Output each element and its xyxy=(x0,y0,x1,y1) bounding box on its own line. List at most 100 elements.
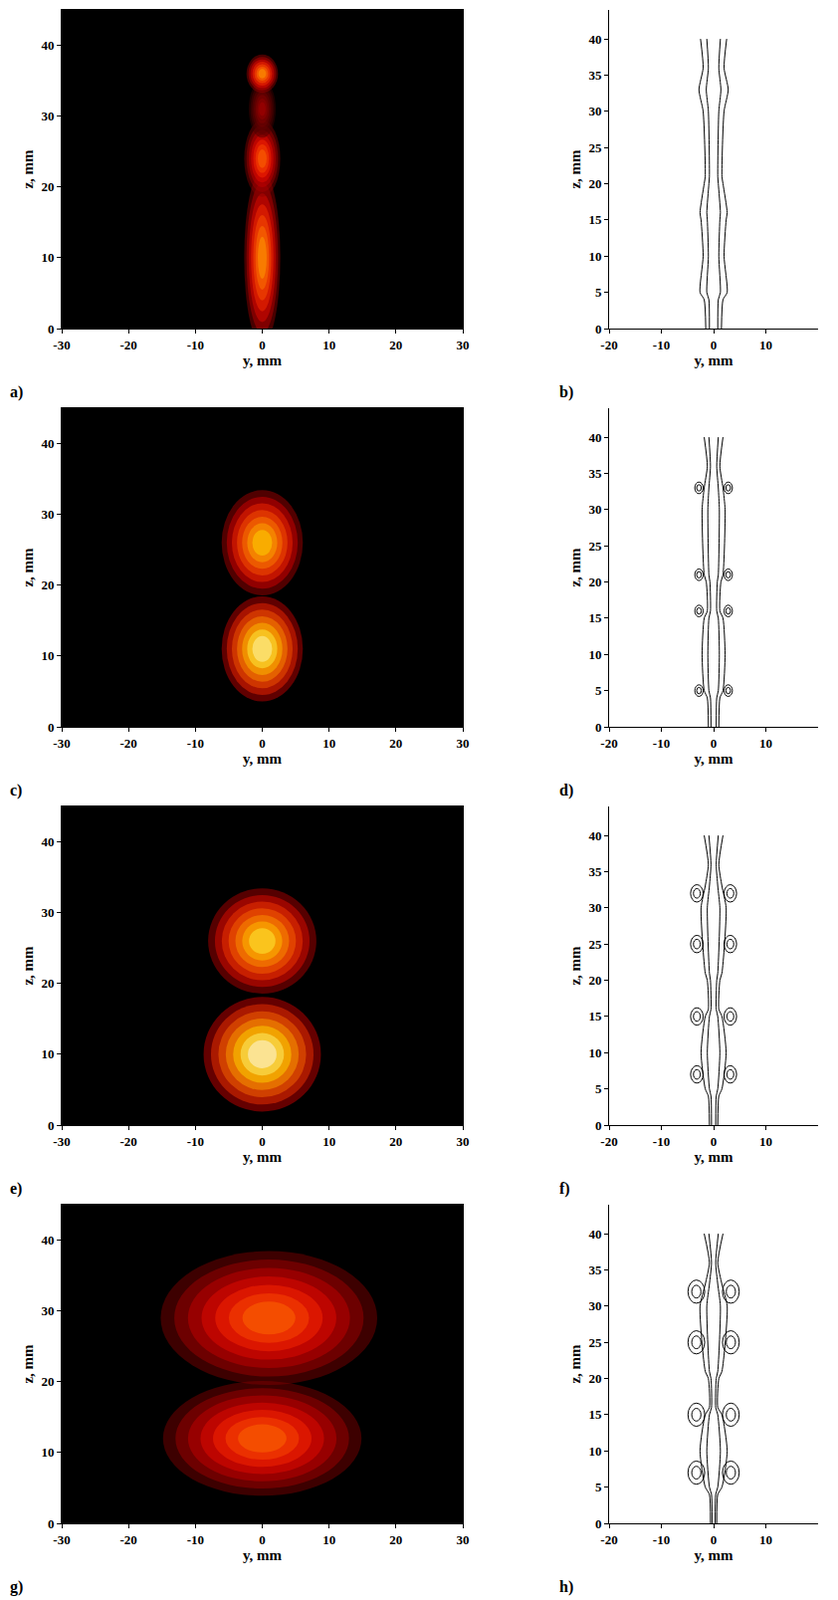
svg-text:20: 20 xyxy=(40,975,54,991)
svg-text:15: 15 xyxy=(588,1008,603,1024)
svg-text:z, mm: z, mm xyxy=(567,149,584,190)
svg-text:-10: -10 xyxy=(652,1133,670,1149)
svg-text:0: 0 xyxy=(47,1515,55,1531)
svg-text:b): b) xyxy=(559,383,574,402)
svg-text:z, mm: z, mm xyxy=(567,1343,584,1384)
svg-text:-30: -30 xyxy=(52,337,70,353)
svg-text:30: 30 xyxy=(588,1297,602,1313)
svg-text:10: 10 xyxy=(40,647,54,663)
svg-text:15: 15 xyxy=(588,610,603,626)
svg-text:40: 40 xyxy=(588,828,602,843)
svg-text:10: 10 xyxy=(40,249,54,265)
svg-text:-20: -20 xyxy=(119,735,137,751)
svg-text:40: 40 xyxy=(40,37,54,53)
svg-text:0: 0 xyxy=(710,337,718,353)
svg-text:20: 20 xyxy=(40,577,54,593)
svg-text:40: 40 xyxy=(40,1232,54,1248)
svg-text:e): e) xyxy=(9,1179,22,1198)
svg-text:5: 5 xyxy=(595,1080,603,1096)
svg-text:0: 0 xyxy=(710,1531,718,1547)
svg-text:0: 0 xyxy=(595,719,603,735)
svg-text:0: 0 xyxy=(595,321,603,337)
svg-text:20: 20 xyxy=(40,179,54,195)
svg-text:20: 20 xyxy=(588,574,602,590)
svg-text:-20: -20 xyxy=(119,337,137,353)
svg-text:30: 30 xyxy=(40,506,54,522)
svg-text:-10: -10 xyxy=(187,735,205,751)
svg-text:35: 35 xyxy=(588,67,603,83)
svg-text:10: 10 xyxy=(40,1046,54,1061)
svg-text:10: 10 xyxy=(759,735,773,751)
svg-text:0: 0 xyxy=(258,1133,266,1149)
svg-text:-20: -20 xyxy=(119,1531,137,1547)
svg-text:25: 25 xyxy=(588,936,603,952)
svg-text:0: 0 xyxy=(258,735,266,751)
svg-text:-20: -20 xyxy=(600,1133,618,1149)
svg-text:y, mm: y, mm xyxy=(242,1546,283,1563)
svg-text:10: 10 xyxy=(759,1133,773,1149)
svg-text:y, mm: y, mm xyxy=(242,1148,283,1165)
svg-text:y, mm: y, mm xyxy=(693,1148,734,1165)
svg-text:f): f) xyxy=(559,1179,571,1198)
svg-text:30: 30 xyxy=(456,1133,470,1149)
svg-text:-10: -10 xyxy=(652,337,670,353)
svg-text:30: 30 xyxy=(456,337,470,353)
svg-text:15: 15 xyxy=(588,211,603,227)
svg-text:10: 10 xyxy=(40,1444,54,1460)
svg-text:20: 20 xyxy=(389,1531,403,1547)
svg-text:-30: -30 xyxy=(52,1531,70,1547)
svg-text:30: 30 xyxy=(588,899,602,915)
svg-text:g): g) xyxy=(9,1577,23,1596)
svg-text:20: 20 xyxy=(40,1373,54,1389)
svg-text:h): h) xyxy=(559,1577,574,1596)
svg-text:20: 20 xyxy=(389,337,403,353)
svg-text:10: 10 xyxy=(759,1531,773,1547)
svg-text:40: 40 xyxy=(40,834,54,849)
svg-text:10: 10 xyxy=(588,646,602,662)
svg-text:y, mm: y, mm xyxy=(693,750,734,767)
svg-text:0: 0 xyxy=(595,1515,603,1531)
svg-text:z, mm: z, mm xyxy=(567,945,584,986)
svg-text:20: 20 xyxy=(389,1133,403,1149)
svg-text:-10: -10 xyxy=(187,1531,205,1547)
svg-text:10: 10 xyxy=(759,337,773,353)
svg-text:25: 25 xyxy=(588,140,603,156)
svg-text:30: 30 xyxy=(40,904,54,920)
svg-text:10: 10 xyxy=(322,337,336,353)
svg-text:10: 10 xyxy=(322,1133,336,1149)
svg-text:35: 35 xyxy=(588,1261,603,1277)
svg-text:y, mm: y, mm xyxy=(242,750,283,767)
svg-text:5: 5 xyxy=(595,1478,603,1494)
svg-text:40: 40 xyxy=(588,1226,602,1242)
svg-text:20: 20 xyxy=(389,735,403,751)
svg-text:y, mm: y, mm xyxy=(242,352,283,369)
svg-text:10: 10 xyxy=(588,1443,602,1459)
svg-text:35: 35 xyxy=(588,863,603,879)
svg-text:0: 0 xyxy=(710,1133,718,1149)
svg-text:d): d) xyxy=(559,781,574,800)
svg-text:z, mm: z, mm xyxy=(19,149,36,190)
svg-text:-10: -10 xyxy=(187,1133,205,1149)
svg-text:30: 30 xyxy=(40,108,54,124)
svg-text:-20: -20 xyxy=(119,1133,137,1149)
svg-text:20: 20 xyxy=(588,1370,602,1386)
svg-text:0: 0 xyxy=(595,1117,603,1133)
svg-text:z, mm: z, mm xyxy=(19,945,36,986)
svg-text:-30: -30 xyxy=(52,735,70,751)
svg-text:-30: -30 xyxy=(52,1133,70,1149)
svg-text:z, mm: z, mm xyxy=(19,547,36,588)
svg-text:20: 20 xyxy=(588,176,602,192)
svg-text:30: 30 xyxy=(40,1302,54,1318)
svg-text:30: 30 xyxy=(456,1531,470,1547)
svg-text:y, mm: y, mm xyxy=(693,1546,734,1563)
svg-text:15: 15 xyxy=(588,1406,603,1422)
svg-text:c): c) xyxy=(9,781,22,800)
svg-text:0: 0 xyxy=(710,735,718,751)
svg-text:10: 10 xyxy=(588,1045,602,1060)
svg-text:10: 10 xyxy=(322,735,336,751)
svg-text:-10: -10 xyxy=(652,735,670,751)
svg-text:-20: -20 xyxy=(600,735,618,751)
svg-text:5: 5 xyxy=(595,682,603,698)
svg-text:35: 35 xyxy=(588,465,603,481)
svg-text:-10: -10 xyxy=(187,337,205,353)
